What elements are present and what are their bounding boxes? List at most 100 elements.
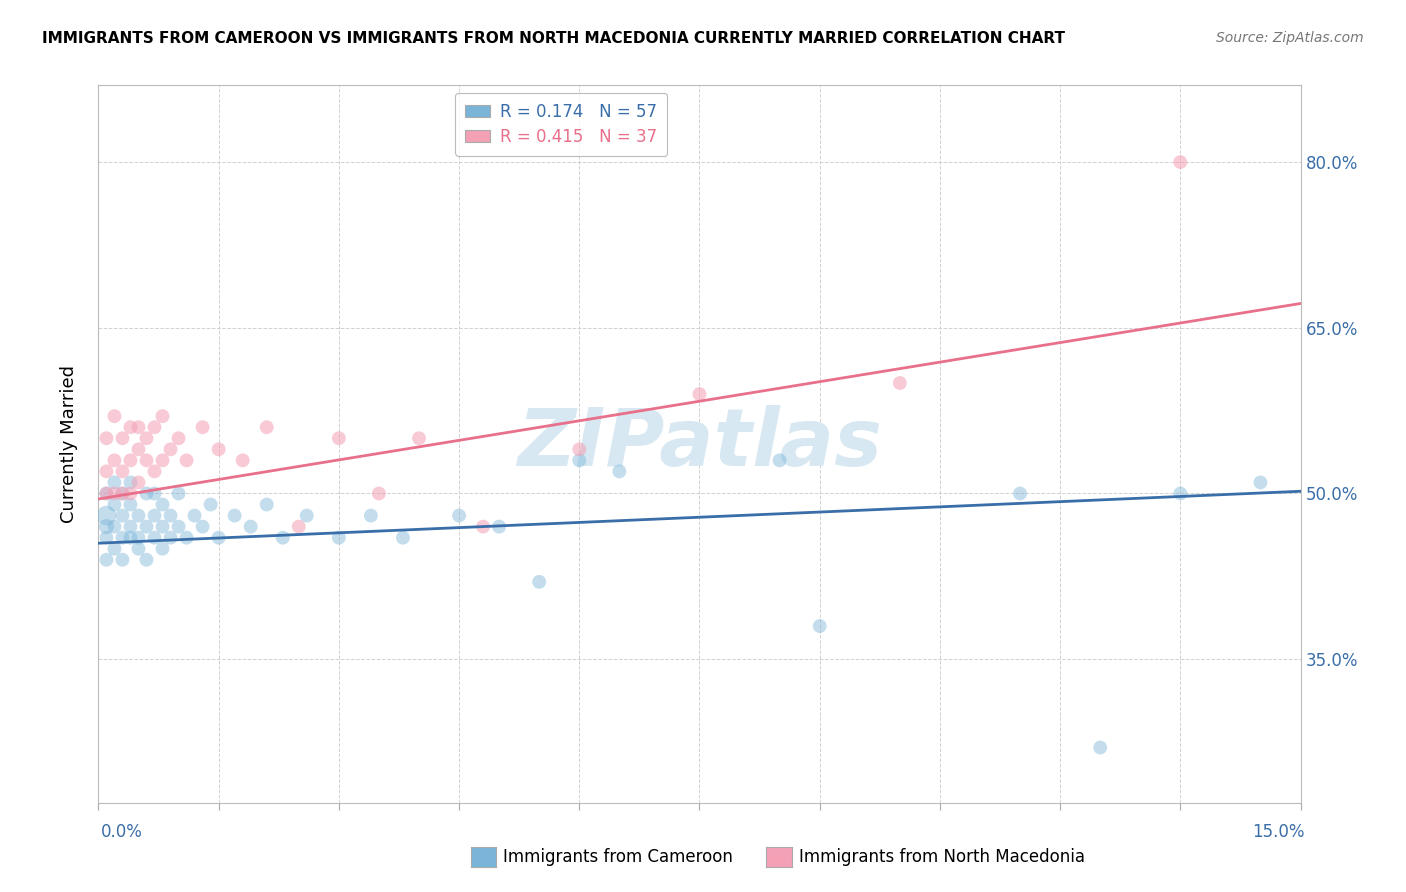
Point [176,453,198,467]
Point [152,498,174,512]
Point [111,486,134,500]
Point [392,531,415,545]
Point [143,531,166,545]
Point [889,376,911,390]
Point [103,541,125,556]
Point [111,464,134,478]
Text: Immigrants from Cameroon: Immigrants from Cameroon [503,848,733,866]
Point [120,519,142,533]
Point [120,475,142,490]
Point [96,508,118,523]
Point [1170,155,1192,169]
Point [208,442,231,457]
Point [96,486,118,500]
Point [103,498,125,512]
Text: Source: ZipAtlas.com: Source: ZipAtlas.com [1216,31,1364,45]
Point [152,453,174,467]
Point [135,519,157,533]
Point [96,519,118,533]
Point [128,508,150,523]
Text: ZIPatlas: ZIPatlas [517,405,882,483]
Point [239,519,262,533]
Point [183,508,205,523]
Point [224,508,246,523]
Point [808,619,831,633]
Point [152,541,174,556]
Point [135,453,157,467]
Point [328,431,350,445]
Point [103,519,125,533]
Point [96,553,118,567]
Point [120,486,142,500]
Point [120,453,142,467]
Point [488,519,510,533]
Point [128,531,150,545]
Text: Immigrants from North Macedonia: Immigrants from North Macedonia [799,848,1084,866]
Point [271,531,294,545]
Point [447,508,470,523]
Point [1010,486,1032,500]
Point [1170,486,1192,500]
Point [288,519,311,533]
Point [232,453,254,467]
Point [103,409,125,424]
Point [103,486,125,500]
Point [529,574,551,589]
Point [128,420,150,434]
Point [368,486,391,500]
Point [256,498,278,512]
Point [152,409,174,424]
Point [120,531,142,545]
Point [191,519,214,533]
Point [328,531,350,545]
Point [96,486,118,500]
Point [120,420,142,434]
Text: IMMIGRANTS FROM CAMEROON VS IMMIGRANTS FROM NORTH MACEDONIA CURRENTLY MARRIED CO: IMMIGRANTS FROM CAMEROON VS IMMIGRANTS F… [42,31,1066,46]
Point [167,431,190,445]
Point [120,498,142,512]
Point [176,531,198,545]
Point [135,431,157,445]
Point [128,541,150,556]
Point [200,498,222,512]
Point [128,442,150,457]
Point [103,453,125,467]
Point [143,420,166,434]
Point [159,508,181,523]
Legend: R = 0.174   N = 57, R = 0.415   N = 37: R = 0.174 N = 57, R = 0.415 N = 37 [456,93,668,156]
Point [688,387,710,401]
Point [256,420,278,434]
Point [768,453,790,467]
Point [96,464,118,478]
Point [96,531,118,545]
Point [1088,740,1111,755]
Point [159,442,181,457]
Point [295,508,318,523]
Text: 15.0%: 15.0% [1253,822,1305,840]
Point [609,464,631,478]
Point [408,431,430,445]
Point [135,486,157,500]
Point [103,475,125,490]
Point [143,464,166,478]
Point [568,453,591,467]
Point [159,531,181,545]
Point [111,431,134,445]
Point [111,553,134,567]
Point [111,486,134,500]
Point [167,486,190,500]
Y-axis label: Currently Married: Currently Married [59,365,77,523]
Text: 0.0%: 0.0% [101,822,143,840]
Point [96,431,118,445]
Point [208,531,231,545]
Point [128,475,150,490]
Point [143,486,166,500]
Point [568,442,591,457]
Point [111,531,134,545]
Point [1250,475,1272,490]
Point [167,519,190,533]
Point [111,508,134,523]
Point [360,508,382,523]
Point [472,519,495,533]
Point [191,420,214,434]
